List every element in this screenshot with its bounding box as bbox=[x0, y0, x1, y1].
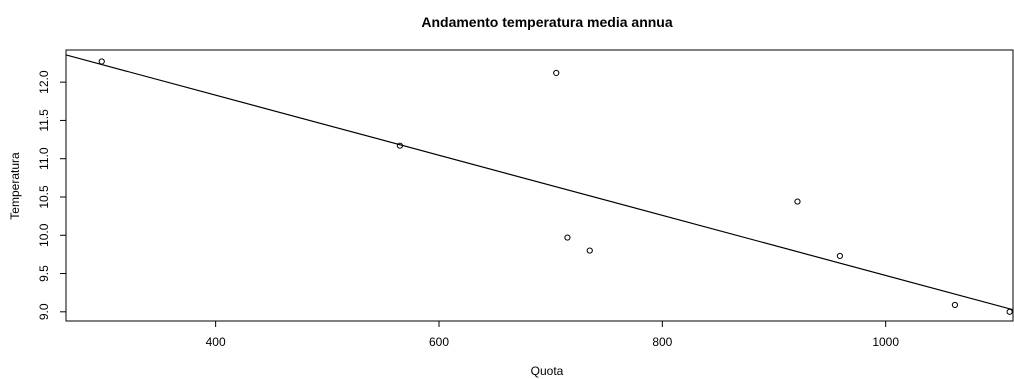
y-tick-label: 10.0 bbox=[37, 223, 51, 247]
scatter-point bbox=[98, 58, 105, 65]
scatter-point bbox=[396, 142, 404, 149]
plot-area bbox=[66, 54, 1013, 315]
y-tick-label: 9.0 bbox=[37, 303, 51, 320]
y-axis-label: Temperatura bbox=[8, 152, 22, 220]
x-axis-label: Quota bbox=[531, 364, 564, 378]
x-tick-label: 1000 bbox=[872, 335, 899, 349]
y-tick-label: 9.5 bbox=[37, 265, 51, 282]
scatter-point bbox=[794, 198, 801, 205]
x-tick-label: 600 bbox=[429, 335, 449, 349]
scatter-point bbox=[564, 234, 571, 241]
x-tick-label: 400 bbox=[206, 335, 226, 349]
y-axis: 9.0 9.5 10.0 10.5 11.0 11.5 12.0 bbox=[37, 70, 67, 320]
y-tick-label: 11.0 bbox=[37, 147, 51, 170]
scatter-point bbox=[951, 301, 959, 309]
y-tick-label: 11.5 bbox=[37, 109, 51, 132]
scatter-point bbox=[836, 252, 844, 260]
x-tick-label: 800 bbox=[652, 335, 672, 349]
x-axis: 400 600 800 1000 bbox=[206, 320, 899, 349]
y-tick-label: 12.0 bbox=[37, 70, 51, 94]
y-tick-label: 10.5 bbox=[37, 185, 51, 209]
scatter-point bbox=[1006, 308, 1013, 315]
plot-frame bbox=[65, 49, 1014, 322]
chart-title: Andamento temperatura media annua bbox=[421, 14, 672, 30]
regression-line bbox=[66, 54, 1013, 311]
scatter-point bbox=[586, 247, 593, 254]
scatter-point bbox=[553, 69, 560, 77]
